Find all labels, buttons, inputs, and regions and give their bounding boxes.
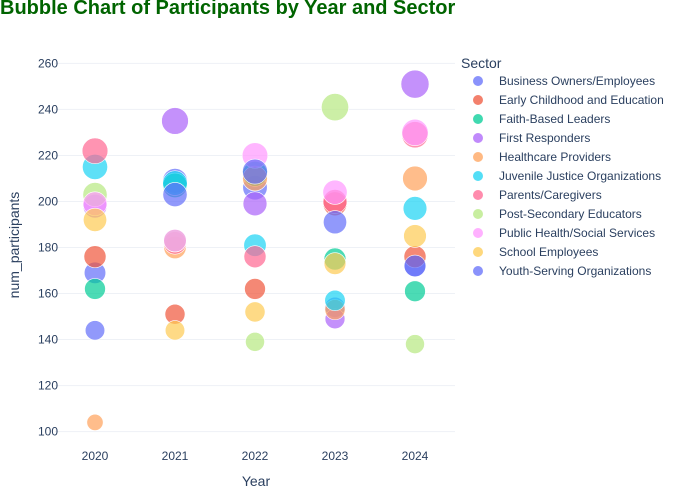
legend-marker bbox=[473, 114, 483, 124]
bubble-point[interactable] bbox=[83, 207, 107, 232]
bubble-point[interactable] bbox=[402, 165, 428, 192]
y-axis-title: num_participants bbox=[6, 192, 22, 299]
legend-title: Sector bbox=[461, 55, 502, 71]
legend-item[interactable]: Parents/Caregivers bbox=[473, 188, 602, 202]
legend-item[interactable]: Post-Secondary Educators bbox=[473, 207, 642, 221]
legend-label: Public Health/Social Services bbox=[499, 226, 655, 240]
legend: Business Owners/Employees Early Childhood… bbox=[473, 74, 664, 278]
y-tick-label: 100 bbox=[38, 425, 58, 439]
y-tick-label: 180 bbox=[38, 241, 58, 255]
bubble-point[interactable] bbox=[242, 191, 268, 217]
bubble-point[interactable] bbox=[400, 69, 430, 99]
bubble-point[interactable] bbox=[244, 301, 266, 323]
legend-item[interactable]: School Employees bbox=[473, 245, 598, 259]
y-tick-label: 240 bbox=[38, 102, 58, 116]
legend-marker bbox=[473, 228, 483, 238]
y-tick-labels: 100 120 140 160 180 200 220 240 260 bbox=[38, 56, 58, 438]
legend-label: Juvenile Justice Organizations bbox=[499, 169, 661, 183]
bubble-point[interactable] bbox=[403, 254, 427, 278]
bubble-point[interactable] bbox=[404, 280, 426, 302]
bubble-point[interactable] bbox=[163, 228, 187, 253]
legend-item[interactable]: Public Health/Social Services bbox=[473, 226, 655, 240]
series-group bbox=[83, 207, 427, 341]
legend-marker bbox=[473, 133, 483, 143]
bubble-point[interactable] bbox=[403, 224, 427, 248]
bubble-point[interactable] bbox=[83, 245, 107, 269]
bubble-point[interactable] bbox=[323, 252, 347, 275]
legend-item[interactable]: Early Childhood and Education bbox=[473, 93, 664, 107]
legend-marker bbox=[473, 247, 483, 257]
x-tick-label: 2021 bbox=[162, 449, 189, 463]
bubble-point[interactable] bbox=[322, 179, 348, 205]
legend-item[interactable]: Faith-Based Leaders bbox=[473, 112, 610, 126]
chart-title: Bubble Chart of Participants by Year and… bbox=[0, 0, 456, 19]
y-tick-label: 220 bbox=[38, 148, 58, 162]
legend-item[interactable]: Business Owners/Employees bbox=[473, 74, 655, 88]
y-tick-label: 200 bbox=[38, 194, 58, 208]
bubble-point[interactable] bbox=[242, 158, 268, 185]
legend-marker bbox=[473, 76, 483, 86]
legend-label: Post-Secondary Educators bbox=[499, 207, 642, 221]
x-tick-labels: 2020 2021 2022 2023 2024 bbox=[82, 449, 429, 463]
legend-label: School Employees bbox=[499, 245, 598, 259]
legend-label: Early Childhood and Education bbox=[499, 93, 664, 107]
x-tick-label: 2022 bbox=[242, 449, 269, 463]
y-tick-label: 160 bbox=[38, 287, 58, 301]
bubble-point[interactable] bbox=[321, 93, 349, 122]
x-tick-label: 2023 bbox=[322, 449, 349, 463]
legend-marker bbox=[473, 209, 483, 219]
bubble-point[interactable] bbox=[405, 334, 425, 354]
bubble-point[interactable] bbox=[84, 320, 106, 341]
bubble-layer bbox=[81, 69, 430, 431]
bubble-point[interactable] bbox=[161, 107, 189, 135]
bubble-point[interactable] bbox=[243, 245, 267, 269]
legend-label: Healthcare Providers bbox=[499, 150, 611, 164]
bubble-point[interactable] bbox=[402, 196, 428, 221]
bubble-point[interactable] bbox=[81, 137, 109, 165]
y-tick-label: 140 bbox=[38, 333, 58, 347]
legend-marker bbox=[473, 152, 483, 162]
bubble-point[interactable] bbox=[162, 182, 188, 207]
bubble-point[interactable] bbox=[323, 210, 347, 235]
bubble-point[interactable] bbox=[164, 320, 186, 341]
legend-item[interactable]: Juvenile Justice Organizations bbox=[473, 169, 661, 183]
legend-label: First Responders bbox=[499, 131, 590, 145]
legend-label: Business Owners/Employees bbox=[499, 74, 655, 88]
legend-item[interactable]: Youth-Serving Organizations bbox=[473, 264, 651, 278]
bubble-point[interactable] bbox=[244, 278, 266, 300]
x-axis-title: Year bbox=[242, 473, 271, 489]
bubble-point[interactable] bbox=[401, 118, 429, 146]
bubble-point[interactable] bbox=[324, 289, 346, 312]
legend-marker bbox=[473, 266, 483, 276]
x-tick-label: 2024 bbox=[402, 449, 429, 463]
legend-label: Faith-Based Leaders bbox=[499, 112, 610, 126]
legend-item[interactable]: Healthcare Providers bbox=[473, 150, 611, 164]
legend-marker bbox=[473, 190, 483, 200]
legend-label: Youth-Serving Organizations bbox=[499, 264, 651, 278]
bubble-point[interactable] bbox=[84, 278, 106, 300]
y-tick-label: 260 bbox=[38, 56, 58, 70]
legend-marker bbox=[473, 95, 483, 105]
legend-label: Parents/Caregivers bbox=[499, 188, 602, 202]
bubble-point[interactable] bbox=[86, 413, 104, 431]
y-tick-label: 120 bbox=[38, 379, 58, 393]
series-group bbox=[84, 158, 427, 341]
bubble-point[interactable] bbox=[245, 331, 265, 352]
x-tick-label: 2020 bbox=[82, 449, 109, 463]
legend-marker bbox=[473, 171, 483, 181]
legend-item[interactable]: First Responders bbox=[473, 131, 590, 145]
